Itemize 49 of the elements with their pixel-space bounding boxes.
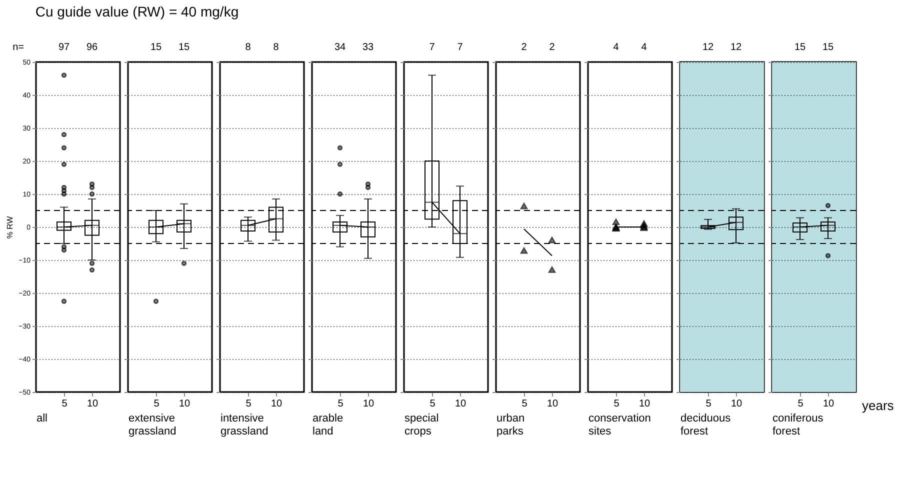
text: 8 bbox=[273, 42, 280, 53]
x-tick-label: 10 bbox=[822, 398, 834, 410]
x-axis-title: special crops bbox=[404, 412, 439, 438]
y-axis-title: % RW bbox=[6, 216, 15, 239]
text: 34 bbox=[334, 42, 346, 53]
x-tick-label: 10 bbox=[454, 398, 466, 410]
text: 97 bbox=[58, 42, 70, 53]
text: 96 bbox=[86, 42, 98, 53]
x-tick-label: 10 bbox=[362, 398, 374, 410]
text: 15 bbox=[150, 42, 162, 53]
x-tick-label: 10 bbox=[270, 398, 282, 410]
x-axis-title: conservation sites bbox=[588, 412, 651, 438]
text: 12 bbox=[702, 42, 714, 53]
x-axis-title: intensive grassland bbox=[220, 412, 268, 438]
x-tick-label: 5 bbox=[62, 398, 68, 410]
text: n= bbox=[12, 42, 24, 53]
text: 8 bbox=[245, 42, 252, 53]
text: 2 bbox=[521, 42, 528, 53]
text: years bbox=[862, 398, 894, 413]
x-axis-title: urban parks bbox=[496, 412, 525, 438]
x-tick-label: 5 bbox=[154, 398, 160, 410]
text: 2 bbox=[549, 42, 556, 53]
chart-title: Cu guide value (RW) = 40 mg/kg bbox=[35, 3, 239, 20]
x-axis-title: coniferous forest bbox=[772, 412, 824, 438]
text: 15 bbox=[178, 42, 190, 53]
x-tick-label: 5 bbox=[430, 398, 436, 410]
x-axis-title: deciduous forest bbox=[680, 412, 732, 438]
x-tick-label: 5 bbox=[338, 398, 344, 410]
text: 7 bbox=[457, 42, 464, 53]
x-tick-label: 5 bbox=[614, 398, 620, 410]
x-tick-label: 5 bbox=[246, 398, 252, 410]
text: 7 bbox=[429, 42, 436, 53]
x-tick-label: 5 bbox=[798, 398, 804, 410]
x-tick-label: 10 bbox=[546, 398, 558, 410]
x-tick-label: 5 bbox=[522, 398, 528, 410]
text: 4 bbox=[641, 42, 648, 53]
x-axis-title: all bbox=[36, 412, 48, 424]
x-axis-title: extensive grassland bbox=[128, 412, 176, 438]
x-tick-label: 10 bbox=[730, 398, 742, 410]
text: 33 bbox=[362, 42, 374, 53]
x-tick-label: 10 bbox=[178, 398, 190, 410]
x-tick-label: 10 bbox=[86, 398, 98, 410]
text: 12 bbox=[730, 42, 742, 53]
x-tick-label: 10 bbox=[638, 398, 650, 410]
x-axis-title: arable land bbox=[312, 412, 344, 438]
text: 15 bbox=[822, 42, 834, 53]
text: 15 bbox=[794, 42, 806, 53]
x-tick-label: 5 bbox=[706, 398, 712, 410]
text: 4 bbox=[613, 42, 620, 53]
